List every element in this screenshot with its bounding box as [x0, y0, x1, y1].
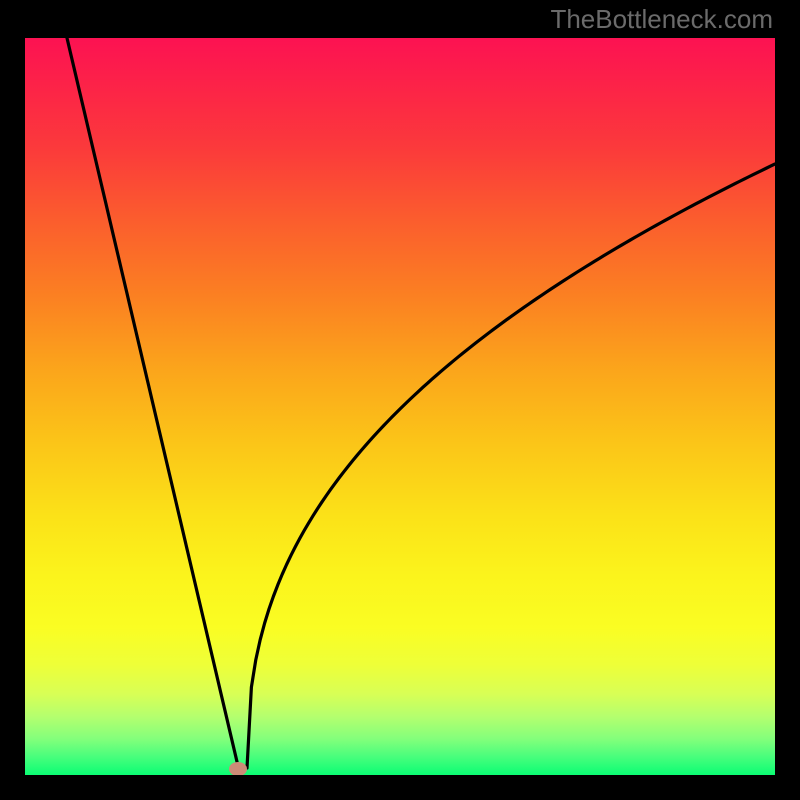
curve-layer	[25, 38, 775, 775]
watermark-text: TheBottleneck.com	[550, 4, 773, 35]
bottleneck-curve	[67, 38, 775, 768]
chart-frame: TheBottleneck.com	[0, 0, 800, 800]
vertex-marker	[229, 762, 247, 775]
plot-area	[25, 38, 775, 775]
